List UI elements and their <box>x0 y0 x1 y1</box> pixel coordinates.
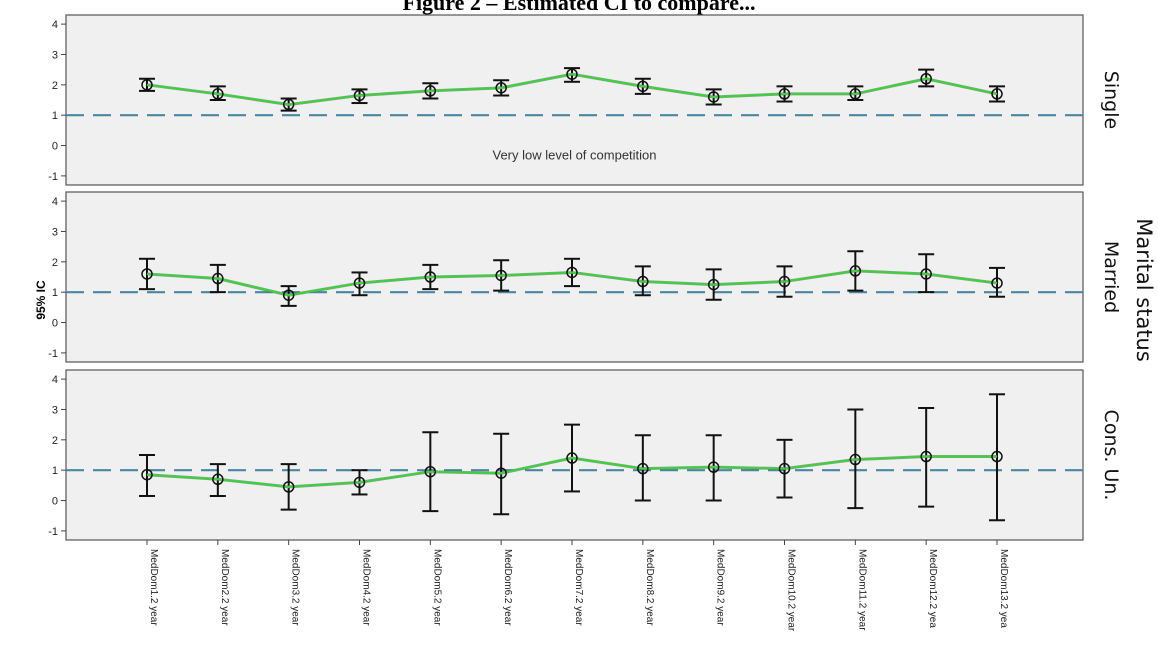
panel-background <box>65 14 1084 186</box>
x-tick-label: MedDom5.2 year <box>431 549 442 626</box>
y-tick-label: 1 <box>52 287 58 299</box>
x-tick-label: MedDom6.2 year <box>502 549 513 626</box>
data-point <box>637 275 649 288</box>
data-point <box>495 467 507 479</box>
panel-cons-un: -1 0 1 2 3 4 Cons. Un. <box>48 369 1122 541</box>
data-point <box>566 452 578 464</box>
panel-annotation: Very low level of competition <box>492 148 656 163</box>
y-tick-label: 4 <box>52 19 58 31</box>
y-tick-label: 0 <box>52 318 58 330</box>
data-point <box>495 269 507 282</box>
panels: -1 0 1 2 3 4 Single Very low level of competiti… <box>48 14 1122 541</box>
y-tick-label: 0 <box>52 496 58 508</box>
data-point <box>707 91 720 103</box>
y-tick-label: 2 <box>52 435 58 447</box>
x-tick-label: MedDom12.2 yea <box>927 549 938 628</box>
panel-strip-label: Cons. Un. <box>1100 410 1122 501</box>
data-point <box>849 453 862 466</box>
y-tick-label: 1 <box>52 110 58 122</box>
series-line <box>146 455 997 488</box>
data-point <box>424 85 437 97</box>
y-tick-label: 3 <box>52 49 58 61</box>
panel-single: -1 0 1 2 3 4 Single Very low level of competiti… <box>48 14 1122 186</box>
data-point <box>778 462 791 475</box>
data-point <box>353 89 366 102</box>
x-tick-label: MedDom2.2 year <box>219 549 230 626</box>
series-line <box>146 73 998 106</box>
x-tick-label: MedDom1.2 year <box>148 549 159 626</box>
x-tick-label: MedDom9.2 year <box>715 549 726 626</box>
data-point <box>141 268 153 280</box>
panel-background <box>65 369 1084 541</box>
data-point <box>282 481 295 493</box>
data-point <box>849 265 862 277</box>
y-tick-label: 2 <box>52 257 58 269</box>
data-point <box>637 462 649 475</box>
data-point <box>424 271 437 283</box>
x-tick-label: MedDom10.2 year <box>786 549 797 632</box>
data-point <box>778 88 791 100</box>
x-tick-label: MedDom7.2 year <box>573 549 584 626</box>
y-tick-label: 4 <box>52 374 58 386</box>
data-point <box>920 73 932 85</box>
data-point <box>920 268 932 280</box>
y-tick-label: 4 <box>52 196 58 208</box>
data-point <box>849 88 862 100</box>
x-tick-label: MedDom8.2 year <box>644 549 655 626</box>
data-point <box>991 277 1003 289</box>
chart-title: Figure 2 – Estimated CI to compare... <box>402 0 756 15</box>
panel-strip-label: Married <box>1100 241 1122 313</box>
data-point <box>920 450 932 463</box>
data-point <box>495 82 507 94</box>
y-tick-label: 1 <box>52 465 58 477</box>
data-point <box>778 275 791 288</box>
data-point <box>212 473 224 486</box>
y-axis-label: 95% IC <box>34 280 48 320</box>
y-tick-label: 3 <box>52 226 58 238</box>
y-tick-label: 0 <box>52 141 58 153</box>
data-point <box>424 465 437 478</box>
x-tick-label: MedDom11.2 year <box>856 549 867 631</box>
y-tick-label: 2 <box>52 80 58 92</box>
data-point <box>212 88 224 100</box>
data-point <box>566 68 578 80</box>
data-point <box>991 88 1003 100</box>
panel-strip-label: Single <box>1100 71 1122 129</box>
y-tick-label: -1 <box>48 526 58 538</box>
x-tick-label: MedDom13.2 yea <box>998 549 1009 628</box>
panel-married: -1 0 1 2 3 4 Married <box>48 191 1122 363</box>
x-axis-categories: MedDom1.2 year MedDom2.2 year MedDom3.2 ye… <box>146 540 1009 632</box>
data-point <box>353 476 366 489</box>
data-point <box>991 450 1003 463</box>
data-point <box>707 461 720 473</box>
x-tick-label: MedDom4.2 year <box>361 549 372 626</box>
outer-facet-label: Marital status <box>1132 218 1156 362</box>
data-point <box>637 80 649 93</box>
data-point <box>353 277 366 289</box>
data-point <box>282 98 295 111</box>
data-point <box>707 278 720 291</box>
data-point <box>282 289 295 301</box>
x-tick-label: MedDom3.2 year <box>290 549 301 626</box>
data-point <box>212 272 224 285</box>
y-tick-label: -1 <box>48 171 58 183</box>
data-point <box>141 79 153 91</box>
y-tick-label: -1 <box>48 348 58 360</box>
data-point <box>141 468 153 481</box>
data-point <box>566 266 578 279</box>
y-tick-label: 3 <box>52 404 58 416</box>
series-line <box>146 269 998 297</box>
